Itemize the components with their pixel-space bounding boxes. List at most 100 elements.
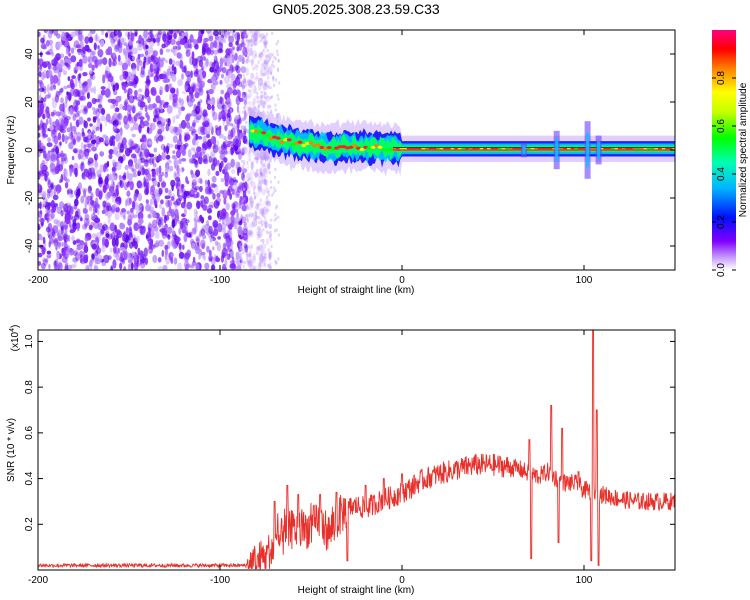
- noise-cell: [224, 258, 228, 267]
- noise-cell: [229, 249, 234, 259]
- noise-cell: [51, 154, 57, 163]
- noise-cell: [116, 229, 121, 236]
- noise-cell: [70, 190, 74, 195]
- noise-cell: [232, 31, 235, 38]
- noise-cell: [47, 177, 51, 185]
- noise-cell: [191, 181, 195, 189]
- noise-cell: [63, 85, 68, 90]
- noise-cell: [181, 149, 186, 156]
- noise-cell: [236, 32, 240, 42]
- snr-x-tick-label: -100: [210, 575, 230, 586]
- noise-cell: [127, 51, 133, 56]
- noise-cell: [77, 49, 82, 56]
- noise-cell: [91, 203, 96, 208]
- noise-cell: [152, 117, 157, 123]
- noise-cell: [256, 30, 261, 35]
- noise-cell: [60, 158, 64, 167]
- noise-cell: [53, 237, 59, 247]
- noise-cell: [103, 163, 106, 173]
- noise-cell: [170, 179, 176, 188]
- noise-cell: [55, 146, 60, 155]
- noise-cell: [239, 189, 242, 193]
- noise-cell: [47, 92, 52, 98]
- noise-cell: [268, 58, 271, 62]
- noise-cell: [247, 56, 250, 60]
- noise-cell: [228, 115, 232, 122]
- noise-cell: [103, 255, 106, 260]
- noise-cell: [112, 259, 117, 269]
- noise-cell: [212, 220, 219, 228]
- noise-cell: [88, 206, 93, 212]
- snr-multiplier-exp: 4: [9, 328, 16, 332]
- noise-cell: [243, 242, 246, 246]
- noise-cell: [61, 118, 65, 127]
- noise-cell: [165, 215, 170, 221]
- noise-cell: [251, 84, 257, 95]
- noise-cell: [134, 162, 140, 170]
- noise-cell: [205, 45, 210, 53]
- noise-cell: [246, 253, 249, 257]
- noise-cell: [246, 259, 249, 263]
- noise-cell: [93, 205, 97, 212]
- noise-cell: [95, 197, 99, 207]
- noise-cell: [43, 97, 47, 102]
- noise-cell: [266, 49, 269, 53]
- noise-cell: [257, 201, 262, 206]
- noise-cell: [224, 173, 230, 182]
- noise-cell: [179, 32, 182, 37]
- noise-cell: [253, 191, 256, 195]
- noise-cell: [93, 160, 99, 171]
- noise-cell: [83, 119, 86, 128]
- noise-cell: [249, 101, 255, 107]
- noise-cell: [270, 71, 272, 75]
- noise-cell: [111, 166, 117, 172]
- noise-cell: [170, 258, 174, 264]
- noise-cell: [261, 256, 264, 260]
- noise-cell: [243, 108, 246, 112]
- noise-cell: [158, 239, 165, 247]
- noise-cell: [42, 236, 46, 244]
- noise-cell: [156, 61, 161, 68]
- noise-cell: [73, 88, 79, 98]
- noise-cell: [230, 130, 233, 140]
- noise-cell: [178, 252, 185, 260]
- noise-cell: [134, 89, 138, 97]
- noise-cell: [200, 228, 206, 236]
- noise-cell: [173, 257, 178, 265]
- noise-cell: [254, 215, 261, 220]
- noise-cell: [162, 33, 167, 43]
- noise-cell: [252, 218, 258, 227]
- noise-cell: [219, 65, 222, 73]
- noise-cell: [150, 122, 156, 131]
- noise-cell: [126, 44, 129, 51]
- noise-cell: [61, 248, 65, 253]
- colorbar-label: Normalized spectral amplitude: [738, 82, 749, 217]
- noise-cell: [43, 170, 50, 178]
- noise-cell: [262, 48, 265, 52]
- noise-cell: [49, 169, 55, 173]
- noise-cell: [139, 250, 144, 260]
- noise-cell: [158, 165, 162, 175]
- noise-cell: [243, 250, 246, 254]
- noise-cell: [261, 174, 267, 182]
- noise-cell: [271, 31, 274, 35]
- noise-cell: [48, 240, 51, 248]
- noise-cell: [176, 213, 180, 222]
- noise-cell: [267, 193, 270, 197]
- noise-cell: [204, 127, 211, 135]
- noise-cell: [249, 169, 255, 176]
- noise-cell: [278, 81, 281, 85]
- ridge-core: [297, 140, 303, 144]
- noise-cell: [49, 125, 54, 131]
- noise-cell: [230, 148, 233, 154]
- noise-cell: [146, 127, 153, 135]
- noise-cell: [254, 185, 257, 189]
- noise-cell: [232, 30, 236, 33]
- noise-cell: [212, 40, 218, 48]
- snr-x-tick-label: -200: [28, 575, 48, 586]
- noise-cell: [241, 248, 244, 251]
- noise-cell: [177, 30, 181, 34]
- noise-cell: [217, 48, 224, 54]
- noise-cell: [191, 178, 197, 187]
- noise-cell: [84, 235, 90, 242]
